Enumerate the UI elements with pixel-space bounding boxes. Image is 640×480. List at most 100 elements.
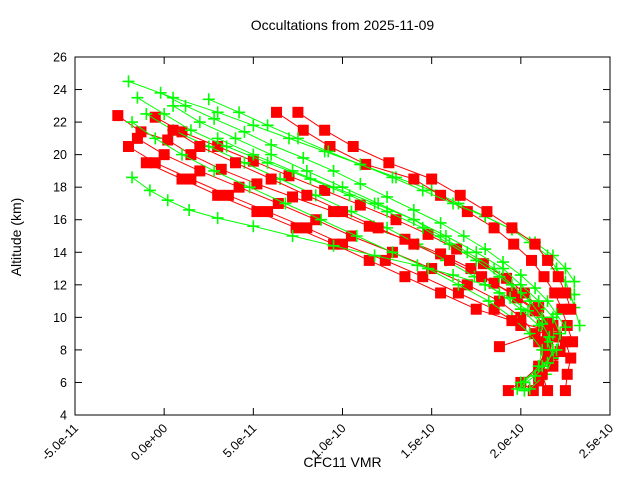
data-point-square-marker [542, 254, 554, 266]
data-point-square-marker [538, 271, 550, 283]
data-point-plus-marker [327, 164, 340, 177]
data-point-plus-marker [279, 197, 292, 210]
data-point-square-marker [363, 220, 375, 232]
data-point-square-marker [337, 206, 348, 218]
data-point-square-marker [167, 124, 179, 136]
data-point-square-marker [337, 238, 348, 250]
data-point-square-marker [251, 206, 263, 218]
data-point-plus-marker [536, 360, 549, 373]
data-point-square-marker [158, 149, 170, 161]
data-point-plus-marker [149, 132, 162, 145]
data-point-plus-marker [297, 151, 310, 164]
data-point-square-marker [488, 303, 500, 315]
data-point-plus-marker [536, 317, 549, 330]
data-point-plus-marker [211, 106, 224, 119]
data-point-plus-marker [354, 177, 367, 190]
data-point-square-marker [408, 238, 420, 250]
data-point-square-marker [454, 189, 466, 201]
data-point-square-marker [559, 385, 571, 397]
data-point-square-marker [222, 189, 234, 201]
data-point-plus-marker [350, 230, 363, 242]
data-point-plus-marker [161, 194, 174, 207]
data-point-square-marker [488, 222, 500, 234]
data-point-plus-marker [546, 311, 559, 324]
data-point-square-marker [347, 141, 359, 152]
data-point-square-marker [319, 184, 331, 196]
data-point-square-marker [123, 141, 134, 152]
data-point-square-marker [328, 206, 340, 218]
data-point-plus-marker [286, 230, 299, 242]
data-point-plus-marker [247, 148, 260, 161]
data-point-plus-marker [493, 286, 506, 299]
data-point-square-marker [542, 385, 554, 397]
data-point-plus-marker [521, 304, 534, 317]
y-tick-label: 22 [53, 116, 67, 130]
data-point-plus-marker [184, 124, 197, 137]
plot-border [74, 56, 611, 416]
y-tick-label: 26 [53, 51, 67, 65]
data-point-plus-marker [559, 262, 572, 275]
data-point-square-marker [112, 110, 124, 122]
data-point-square-marker [135, 126, 147, 138]
y-tick-label: 16 [53, 213, 67, 227]
data-point-square-marker [470, 303, 482, 315]
data-point-plus-marker [386, 171, 399, 184]
data-point-plus-marker [261, 156, 274, 169]
data-point-plus-marker [439, 230, 452, 242]
data-point-plus-marker [126, 171, 139, 184]
data-point-square-marker [465, 263, 477, 275]
data-point-plus-marker [550, 343, 563, 356]
y-tick-label: 4 [60, 409, 67, 423]
data-point-plus-marker [176, 148, 188, 161]
x-tick-label: 1.5e-10 [398, 421, 438, 461]
data-point-plus-marker [470, 246, 483, 259]
data-point-plus-marker [416, 184, 429, 197]
data-point-square-marker [301, 189, 313, 201]
data-point-square-marker [149, 157, 161, 169]
data-point-square-marker [265, 173, 277, 185]
data-point-plus-marker [126, 116, 139, 129]
data-point-plus-marker [243, 181, 256, 194]
data-point-square-marker [162, 134, 174, 146]
data-point-square-marker [565, 303, 577, 315]
data-point-plus-marker [154, 86, 167, 99]
data-point-square-marker [506, 287, 518, 299]
data-point-square-marker [194, 165, 206, 177]
data-point-square-marker [176, 126, 188, 138]
data-point-square-marker [515, 311, 527, 323]
data-point-plus-marker [247, 220, 260, 233]
data-point-square-marker [272, 197, 284, 209]
data-point-square-marker [435, 287, 447, 299]
data-point-plus-marker [482, 295, 495, 308]
data-point-square-marker [324, 141, 336, 152]
data-point-plus-marker [381, 190, 394, 203]
data-point-plus-marker [447, 269, 460, 282]
data-point-plus-marker [327, 239, 340, 252]
data-point-plus-marker [354, 158, 367, 171]
data-point-plus-marker [300, 164, 313, 177]
data-point-plus-marker [514, 376, 527, 389]
data-point-plus-marker [247, 119, 260, 132]
data-point-square-marker [176, 173, 188, 185]
data-point-square-marker [506, 222, 518, 234]
data-point-plus-marker [407, 213, 420, 226]
data-point-plus-marker [529, 282, 542, 295]
y-tick-label: 20 [53, 148, 67, 162]
data-point-plus-marker [208, 112, 221, 125]
y-tick-label: 12 [53, 278, 67, 292]
data-point-plus-marker [523, 327, 536, 340]
data-point-plus-marker [167, 99, 180, 112]
data-point-square-marker [230, 157, 241, 169]
x-tick-label: 5.0e-11 [220, 421, 259, 460]
y-tick-label: 6 [60, 376, 67, 390]
data-point-plus-marker [158, 107, 171, 120]
data-point-plus-marker [211, 132, 224, 145]
data-point-plus-marker [504, 291, 517, 304]
data-point-plus-marker [511, 382, 524, 395]
data-point-plus-marker [233, 106, 246, 119]
data-point-square-marker [426, 173, 438, 185]
data-point-square-marker [542, 324, 554, 336]
data-point-plus-marker [497, 262, 509, 275]
data-point-square-marker [287, 191, 299, 203]
